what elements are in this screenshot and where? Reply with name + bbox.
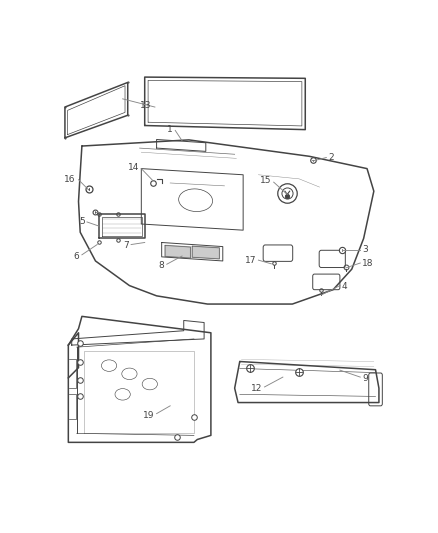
Text: 6: 6 bbox=[74, 252, 80, 261]
Text: 1: 1 bbox=[167, 125, 173, 134]
FancyBboxPatch shape bbox=[319, 251, 345, 268]
Text: 14: 14 bbox=[127, 163, 139, 172]
FancyBboxPatch shape bbox=[313, 274, 340, 290]
Text: 19: 19 bbox=[143, 411, 155, 420]
Text: 8: 8 bbox=[158, 261, 164, 270]
FancyBboxPatch shape bbox=[369, 373, 382, 406]
Text: 13: 13 bbox=[140, 101, 152, 109]
Polygon shape bbox=[192, 246, 219, 259]
Text: 9: 9 bbox=[362, 374, 368, 383]
Text: 12: 12 bbox=[251, 384, 262, 393]
Text: 7: 7 bbox=[123, 241, 129, 250]
Polygon shape bbox=[165, 245, 191, 258]
Text: 5: 5 bbox=[79, 217, 85, 227]
Text: 2: 2 bbox=[328, 153, 334, 162]
Text: 16: 16 bbox=[64, 175, 76, 184]
Text: 18: 18 bbox=[362, 259, 374, 268]
Text: 3: 3 bbox=[362, 245, 368, 254]
Text: 4: 4 bbox=[342, 282, 347, 291]
Text: 15: 15 bbox=[260, 176, 271, 185]
Text: 17: 17 bbox=[244, 256, 256, 265]
FancyBboxPatch shape bbox=[263, 245, 293, 261]
